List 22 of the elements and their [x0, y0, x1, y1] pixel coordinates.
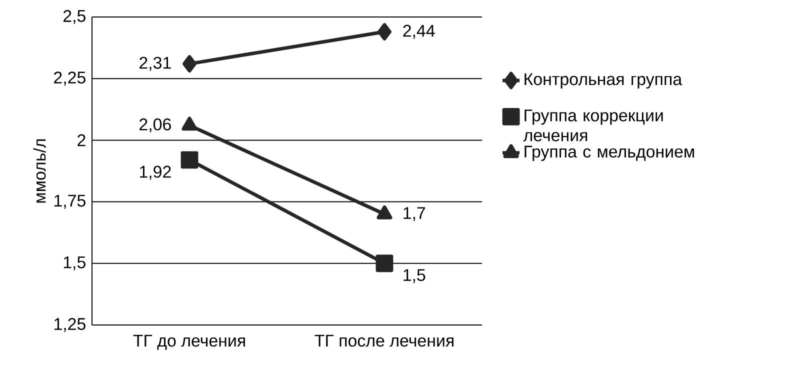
legend-label: Группа коррекции лечения: [523, 110, 663, 142]
y-axis-title: ммоль/л: [33, 139, 46, 203]
data-label: 1,7: [404, 207, 426, 222]
x-tick-label: ТГ до лечения: [133, 334, 245, 350]
data-label: 1,92: [140, 166, 171, 180]
point: [376, 254, 394, 272]
x-tick-label: ТГ после лечения: [314, 334, 454, 347]
y-tick-label: 1,75: [54, 194, 86, 209]
legend-label: Контрольная группа: [524, 73, 682, 89]
legend-label: Группа с мельдонием: [524, 146, 694, 161]
data-label: 1,5: [404, 269, 426, 284]
data-label: 2,44: [403, 24, 435, 39]
y-tick-label: 1,5: [64, 256, 86, 270]
y-tick-label: 2,25: [54, 72, 86, 86]
y-tick-label: 1,25: [54, 318, 86, 332]
point: [182, 55, 196, 73]
y-tick-label: 2: [78, 134, 86, 146]
point: [378, 23, 392, 40]
y-tick-label: 2,5: [63, 10, 86, 24]
point: [180, 151, 198, 169]
data-label: 2,06: [140, 118, 171, 132]
data-label: 2,31: [140, 56, 171, 71]
